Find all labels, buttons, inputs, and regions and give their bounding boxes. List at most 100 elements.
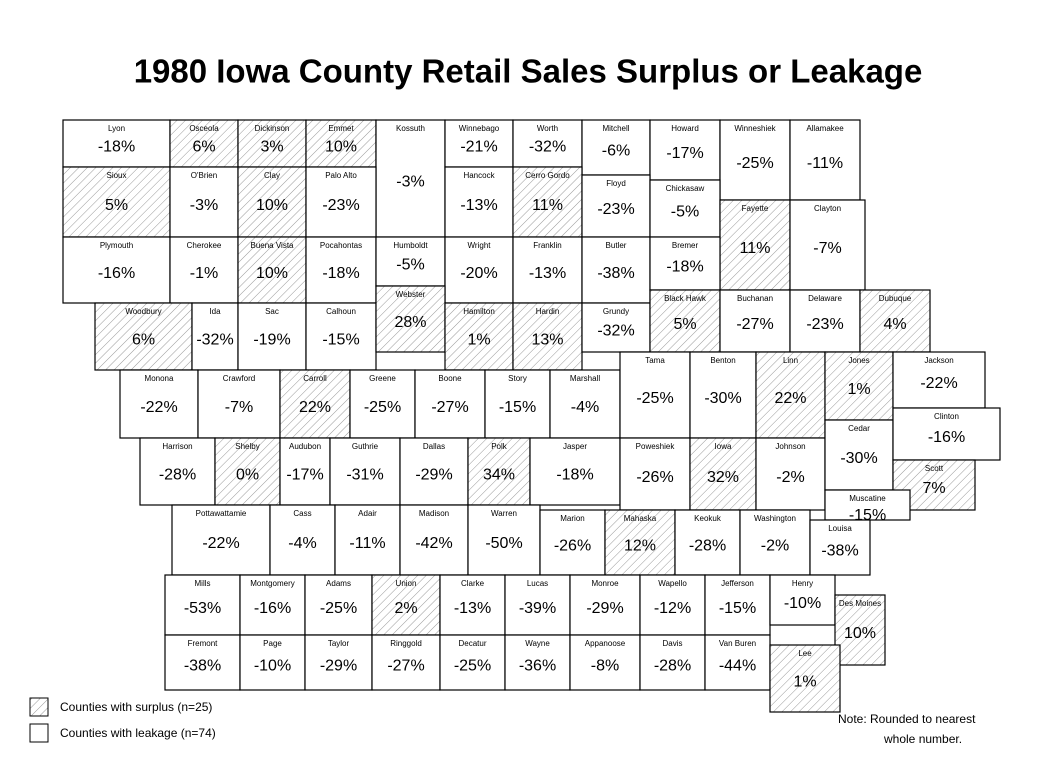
- county-name: Polk: [491, 442, 508, 451]
- county: [809, 519, 871, 576]
- county: [639, 634, 706, 691]
- note-line: Note: Rounded to nearest: [838, 712, 976, 726]
- county-name: Mahaska: [624, 514, 657, 523]
- county-name: Wayne: [525, 639, 550, 648]
- county-name: Fremont: [188, 639, 219, 648]
- county: [529, 437, 621, 506]
- county: [279, 369, 351, 439]
- county-value: -53%: [184, 600, 221, 617]
- county-name: Jones: [848, 356, 869, 365]
- county: [769, 644, 841, 713]
- county-value: -29%: [586, 600, 623, 617]
- county: [444, 166, 514, 238]
- county-value: 6%: [132, 332, 155, 349]
- county-name: Delaware: [808, 294, 842, 303]
- county: [169, 236, 239, 304]
- county-name: Lyon: [108, 124, 125, 133]
- county-value: -31%: [346, 467, 383, 484]
- county-value: -7%: [225, 399, 253, 416]
- county-value: 1%: [847, 381, 870, 398]
- county-value: -26%: [636, 469, 673, 486]
- county-name: Van Buren: [719, 639, 756, 648]
- county-value: -5%: [671, 204, 699, 221]
- county: [581, 236, 651, 304]
- county-name: Hamilton: [463, 307, 495, 316]
- county-name: Pocahontas: [320, 241, 362, 250]
- county-name: Webster: [396, 290, 426, 299]
- county: [789, 199, 866, 291]
- county-name: O'Brien: [191, 171, 217, 180]
- county-value: -11%: [807, 155, 843, 172]
- county: [755, 437, 826, 511]
- county-value: -32%: [597, 323, 634, 340]
- county: [139, 437, 216, 506]
- county-value: 28%: [394, 314, 426, 331]
- county-name: Iowa: [715, 442, 732, 451]
- county-name: Jefferson: [721, 579, 754, 588]
- county-value: -15%: [499, 399, 536, 416]
- county-name: Osceola: [189, 124, 219, 133]
- county-value: 10%: [256, 197, 288, 214]
- county: [739, 509, 811, 576]
- county: [444, 119, 514, 168]
- county-name: Humboldt: [393, 241, 428, 250]
- county: [169, 119, 239, 168]
- county-name: Muscatine: [849, 494, 886, 503]
- county-value: -17%: [286, 467, 323, 484]
- county: [824, 489, 911, 521]
- county-name: Madison: [419, 509, 449, 518]
- county-name: Des Moines: [839, 599, 881, 608]
- county: [539, 509, 606, 576]
- county: [237, 119, 307, 168]
- county-name: Chickasaw: [666, 184, 705, 193]
- county-name: Guthrie: [352, 442, 379, 451]
- county-value: -8%: [591, 658, 619, 675]
- county-value: -2%: [761, 538, 789, 555]
- county-value: -44%: [719, 658, 756, 675]
- county-name: Carroll: [303, 374, 327, 383]
- county: [649, 289, 721, 353]
- county-name: Palo Alto: [325, 171, 357, 180]
- county-name: Adams: [326, 579, 351, 588]
- county: [62, 236, 171, 304]
- county: [604, 509, 676, 576]
- county-name: Appanoose: [585, 639, 626, 648]
- county-value: -26%: [554, 538, 591, 555]
- county-value: 22%: [774, 390, 806, 407]
- county: [581, 174, 651, 238]
- county-name: Clinton: [934, 412, 959, 421]
- county: [399, 437, 469, 506]
- county-name: Cerro Gordo: [525, 171, 570, 180]
- county-value: -16%: [98, 265, 135, 282]
- county-name: Butler: [606, 241, 627, 250]
- county-value: -22%: [202, 535, 239, 552]
- county-value: -20%: [460, 265, 497, 282]
- county: [62, 166, 171, 238]
- county-name: Cass: [293, 509, 311, 518]
- note-line: whole number.: [883, 732, 962, 746]
- county-value: -16%: [928, 429, 965, 446]
- county-name: Floyd: [606, 179, 626, 188]
- county: [444, 236, 514, 304]
- county-value: -3%: [190, 197, 218, 214]
- county: [674, 509, 741, 576]
- county-value: -27%: [736, 316, 773, 333]
- county: [214, 437, 281, 506]
- county-value: -32%: [529, 139, 566, 156]
- county-name: Benton: [710, 356, 735, 365]
- county-value: -16%: [254, 600, 291, 617]
- county-name: Washington: [754, 514, 796, 523]
- county-value: 12%: [624, 538, 656, 555]
- county-value: -28%: [159, 467, 196, 484]
- county-value: -36%: [519, 658, 556, 675]
- county: [834, 594, 886, 666]
- title: 1980 Iowa County Retail Sales Surplus or…: [134, 53, 923, 90]
- county: [94, 302, 193, 371]
- county-name: Monroe: [591, 579, 619, 588]
- county: [649, 179, 721, 238]
- county: [484, 369, 551, 439]
- county-value: -25%: [320, 600, 357, 617]
- county-value: -38%: [184, 658, 221, 675]
